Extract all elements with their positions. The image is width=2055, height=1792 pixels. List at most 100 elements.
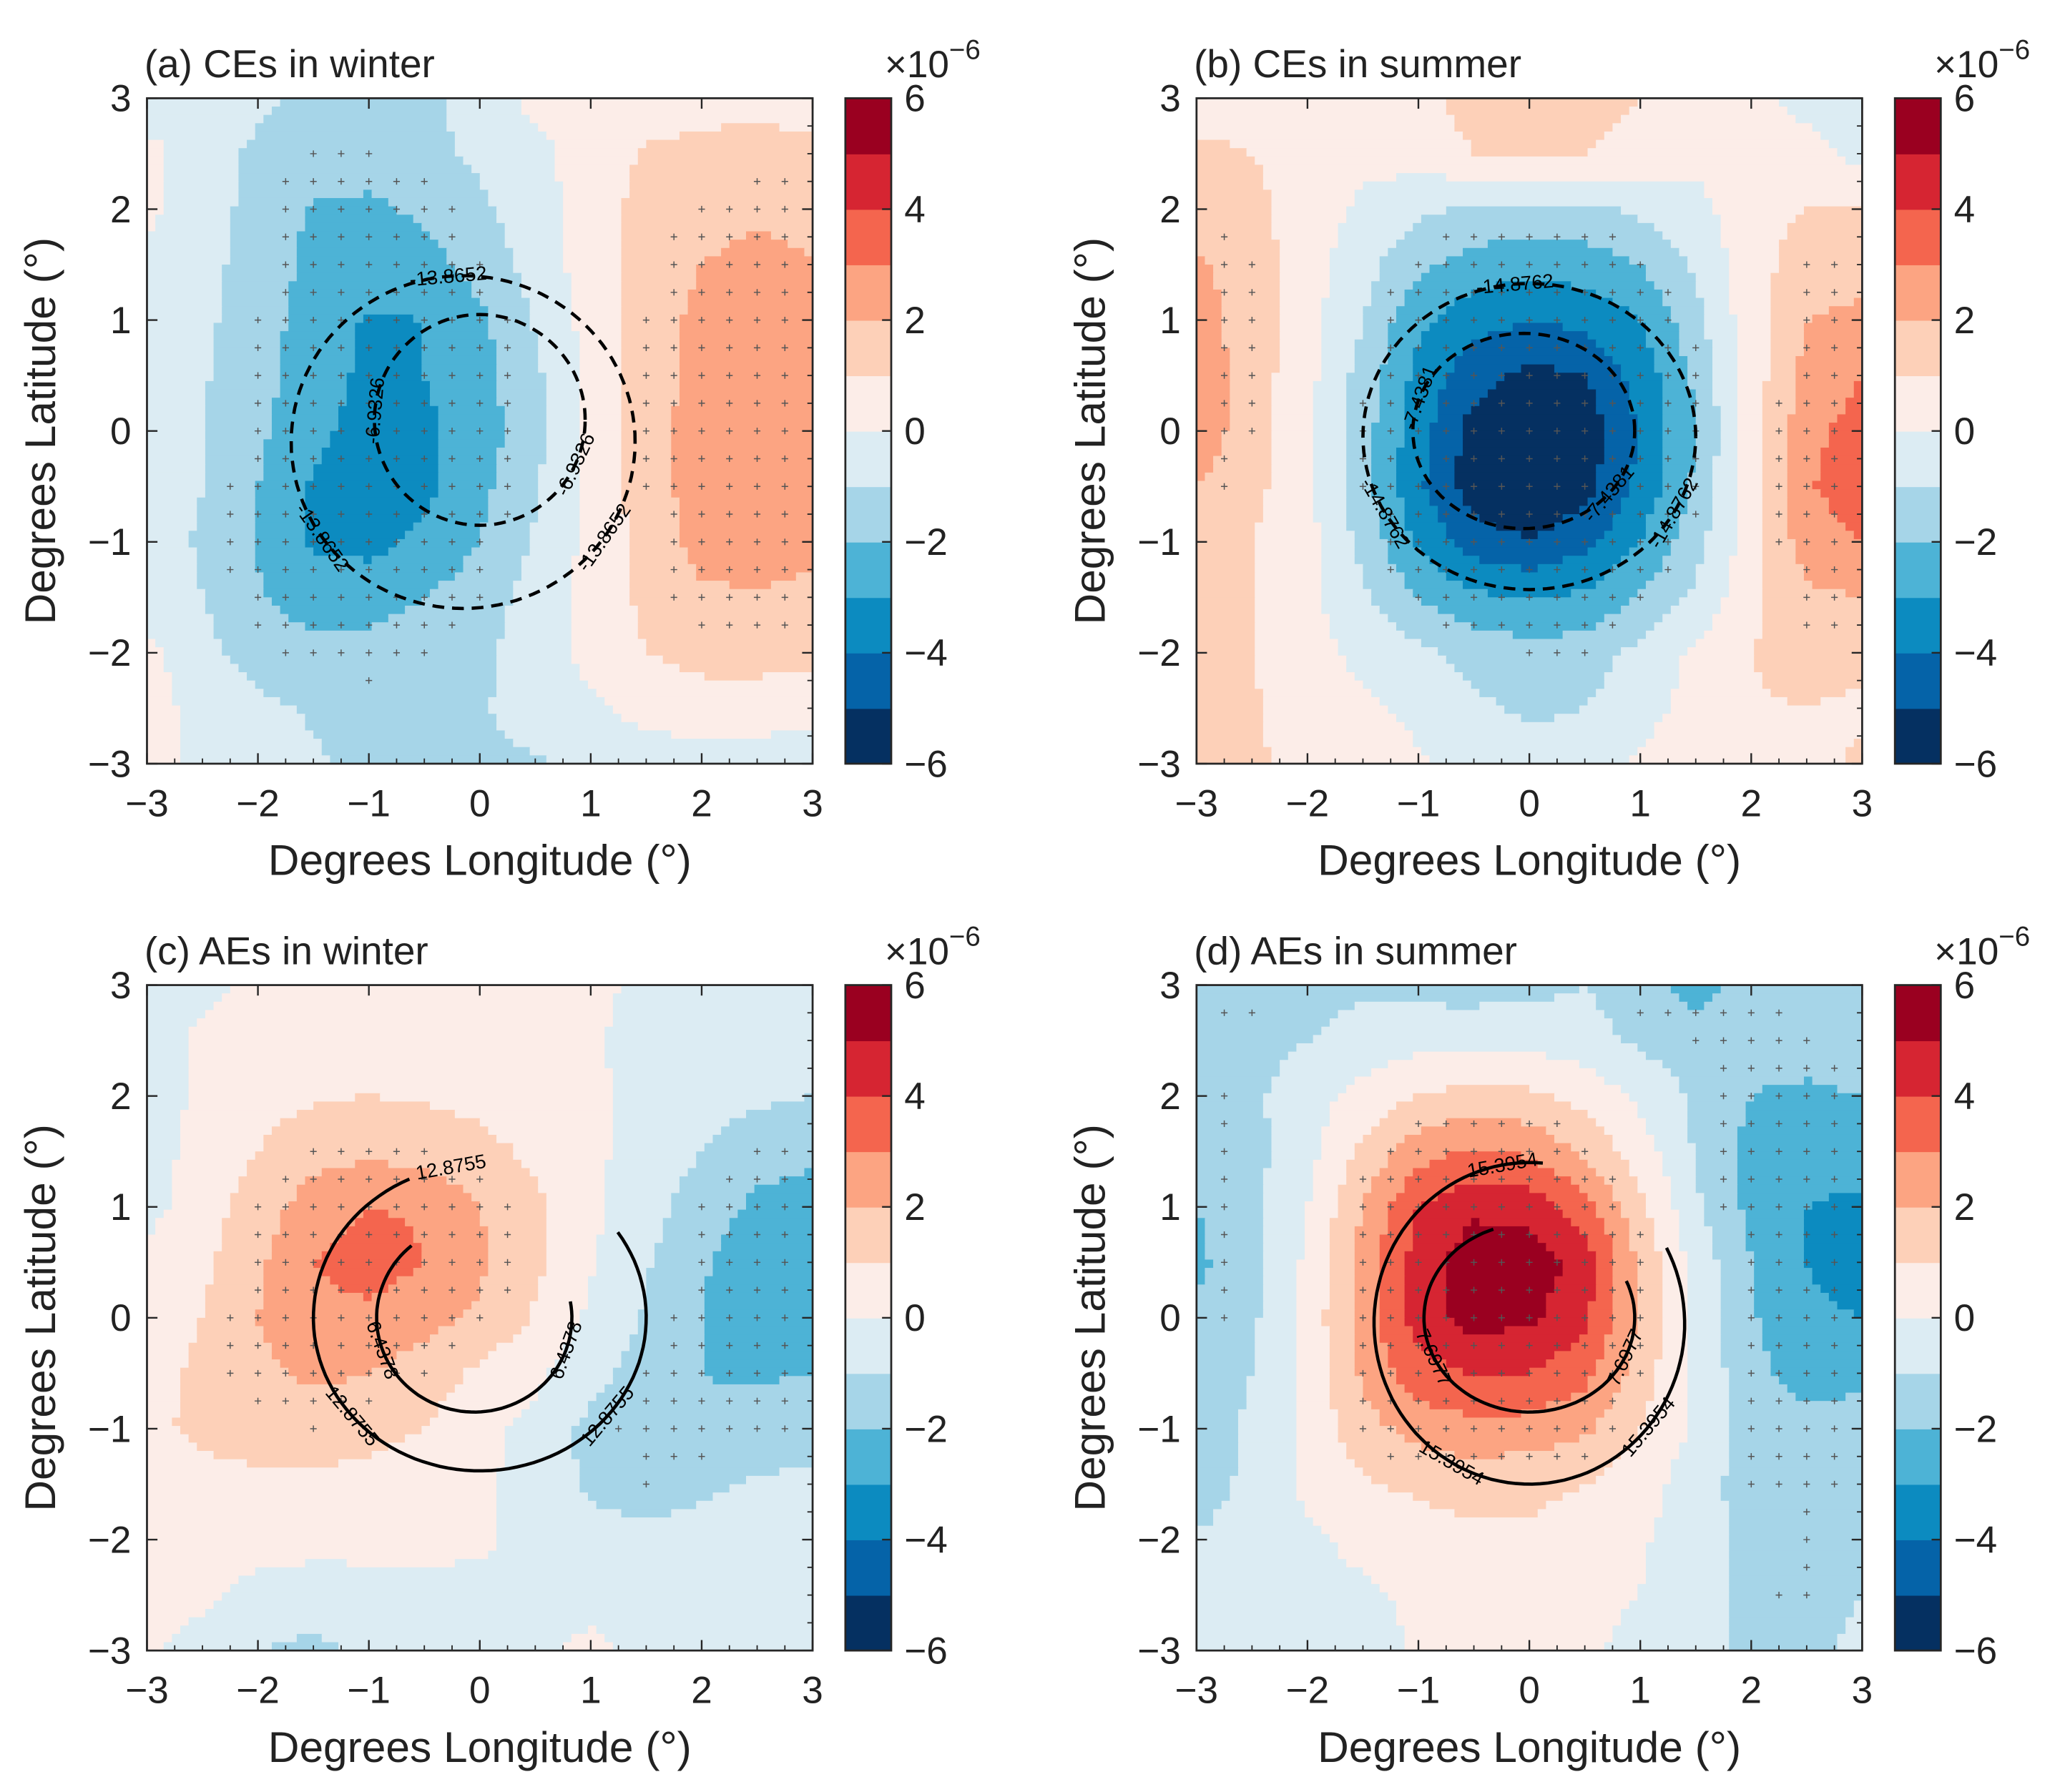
field-cell — [1230, 380, 1272, 390]
field-cell — [1463, 1226, 1531, 1236]
field-cell — [147, 1176, 173, 1186]
field-cell — [1196, 1442, 1240, 1452]
field-cell — [1346, 514, 1380, 523]
field-cell — [729, 581, 773, 590]
field-cell — [579, 664, 681, 674]
field-cell — [1313, 456, 1348, 466]
field-cell — [230, 222, 306, 232]
field-cell — [496, 680, 589, 690]
field-cell — [1828, 506, 1863, 516]
field-cell — [1604, 1226, 1630, 1236]
field-cell — [1196, 1068, 1281, 1078]
field-cell — [438, 423, 506, 432]
field-cell — [1379, 506, 1406, 516]
field-cell — [546, 1251, 597, 1261]
field-cell — [1396, 173, 1447, 182]
field-cell — [1687, 1001, 1705, 1011]
field-cell — [1645, 331, 1680, 340]
field-cell — [637, 630, 814, 640]
field-cell — [496, 1467, 581, 1477]
field-cell — [612, 1101, 773, 1111]
field-cell — [1637, 1268, 1664, 1277]
field-cell — [1554, 364, 1622, 374]
field-cell — [205, 405, 273, 415]
field-cell — [1704, 1201, 1739, 1211]
field-cell — [255, 1567, 814, 1577]
field-cell — [1354, 1284, 1380, 1294]
field-cell — [671, 456, 814, 466]
field-cell — [1612, 123, 1813, 133]
field-cell — [1255, 1317, 1298, 1327]
field-cell — [1196, 1035, 1314, 1045]
field-cell — [1637, 215, 1722, 224]
field-cell — [213, 1251, 273, 1261]
field-cell — [1687, 1401, 1730, 1410]
field-cell — [1745, 1226, 1805, 1236]
field-cell — [563, 231, 622, 241]
field-cell — [1329, 265, 1380, 274]
field-cell — [1853, 297, 1863, 307]
field-cell — [479, 531, 531, 541]
field-cell — [1255, 647, 1339, 656]
field-cell — [1795, 355, 1863, 365]
field-cell — [1712, 489, 1739, 498]
field-cell — [1604, 614, 1664, 624]
field-cell — [1262, 1292, 1298, 1302]
field-cell — [380, 1093, 614, 1103]
field-cell — [1596, 1292, 1614, 1302]
field-cell — [1687, 1351, 1722, 1361]
field-cell — [579, 489, 622, 498]
field-cell — [1413, 730, 1655, 740]
field-cell — [1205, 1276, 1264, 1286]
field-cell — [1271, 1134, 1323, 1144]
field-cell — [1446, 1359, 1547, 1369]
field-cell — [180, 1392, 448, 1402]
field-cell — [1438, 314, 1639, 324]
field-cell — [1296, 1484, 1389, 1494]
field-cell — [1421, 639, 1639, 649]
field-cell — [147, 755, 182, 765]
field-cell — [1729, 1434, 1863, 1444]
field-cell — [1571, 281, 1655, 291]
field-cell — [1429, 1159, 1539, 1169]
field-cell — [1313, 497, 1348, 507]
field-cell — [1546, 1301, 1589, 1311]
field-cell — [1637, 1276, 1664, 1286]
field-cell — [1280, 323, 1323, 333]
field-cell — [247, 1459, 340, 1469]
field-cell — [147, 464, 207, 473]
field-cell — [1379, 605, 1439, 615]
field-cell — [1296, 1359, 1331, 1369]
field-cell — [1596, 993, 1680, 1003]
field-cell — [1762, 481, 1788, 491]
field-cell — [1329, 281, 1373, 291]
field-cell — [1388, 1060, 1581, 1069]
field-cell — [147, 714, 182, 723]
field-cell — [579, 1467, 780, 1477]
field-cell — [770, 1101, 814, 1111]
field-cell — [1704, 1001, 1863, 1011]
field-cell — [1853, 531, 1863, 541]
field-cell — [1396, 240, 1489, 249]
field-cell — [147, 985, 231, 995]
field-cell — [147, 272, 223, 282]
field-cell — [1604, 1642, 1730, 1652]
field-cell — [1413, 1243, 1456, 1252]
field-cell — [612, 1134, 714, 1144]
field-cell — [1662, 489, 1689, 498]
field-cell — [1795, 538, 1863, 548]
field-cell — [1712, 380, 1739, 390]
field-cell — [438, 447, 498, 457]
field-cell — [1196, 306, 1222, 315]
field-cell — [1579, 1184, 1614, 1194]
field-cell — [496, 1525, 814, 1535]
field-cell — [1321, 323, 1364, 333]
field-cell — [1196, 206, 1272, 216]
field-cell — [1404, 439, 1431, 449]
field-cell — [1388, 1359, 1447, 1369]
field-cell — [188, 531, 256, 541]
field-cell — [1587, 696, 1672, 707]
field-cell — [238, 181, 481, 191]
field-cell — [604, 1035, 814, 1045]
